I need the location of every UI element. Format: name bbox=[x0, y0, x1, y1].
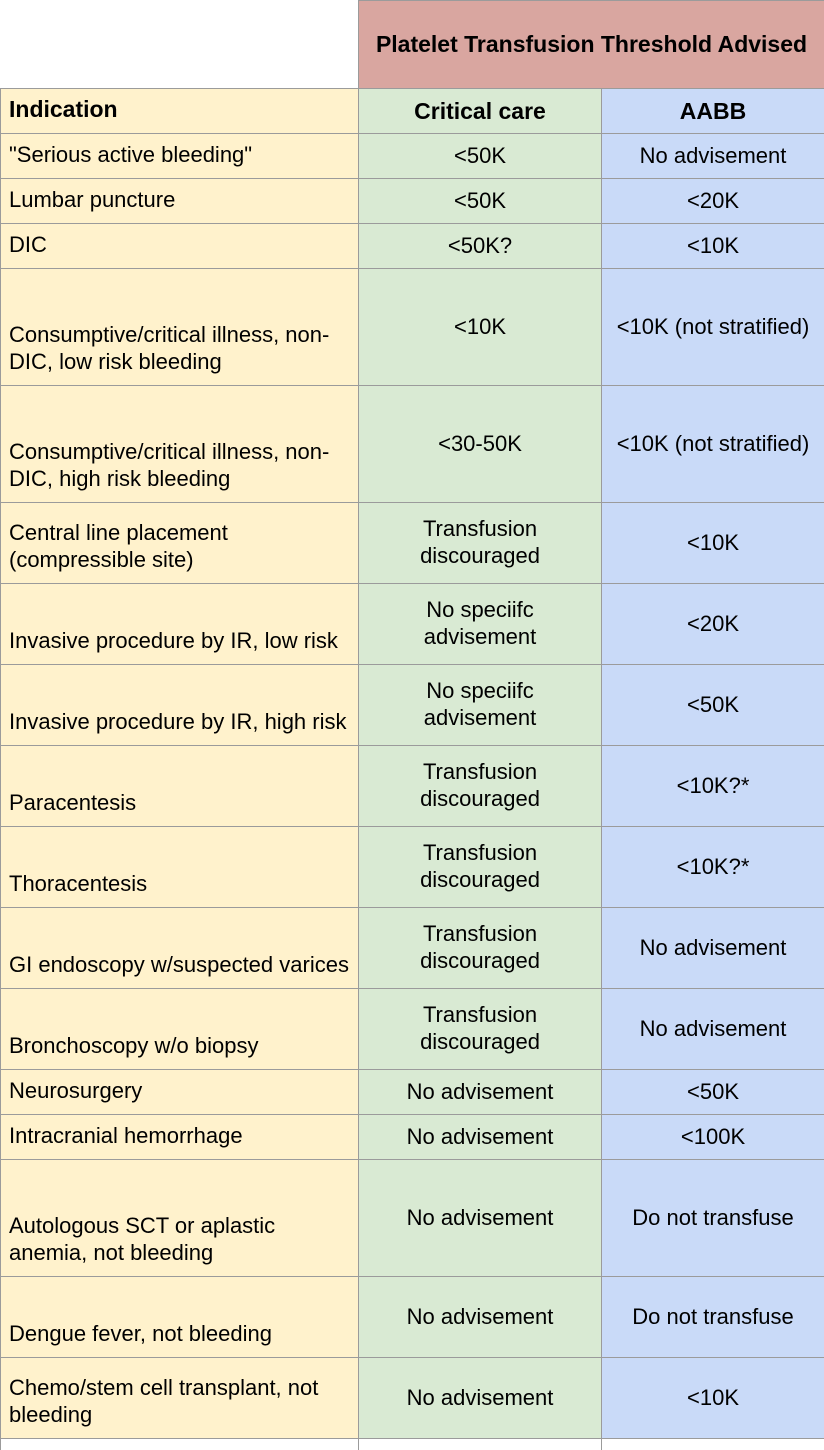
table-row: Bronchoscopy w/o biopsy Transfusion disc… bbox=[0, 988, 824, 1070]
table-row: Invasive procedure by IR, high risk No s… bbox=[0, 664, 824, 746]
table-row-partial-empty bbox=[0, 1438, 824, 1450]
cell-aabb: <10K?* bbox=[600, 745, 824, 827]
cell-critical-care: No speciifc advisement bbox=[358, 664, 602, 746]
cell-aabb: Do not transfuse bbox=[600, 1159, 824, 1277]
column-header-aabb: AABB bbox=[600, 88, 824, 134]
table-row: Consumptive/critical illness, non-DIC, h… bbox=[0, 385, 824, 503]
cell-critical-care: Transfusion discouraged bbox=[358, 502, 602, 584]
cell-critical-care: Transfusion discouraged bbox=[358, 907, 602, 989]
empty-cell bbox=[0, 1438, 359, 1450]
cell-critical-care: <50K bbox=[358, 178, 602, 224]
cell-aabb: <20K bbox=[600, 583, 824, 665]
cell-critical-care: No advisement bbox=[358, 1276, 602, 1358]
table-row: Autologous SCT or aplastic anemia, not b… bbox=[0, 1159, 824, 1277]
cell-indication: Neurosurgery bbox=[0, 1069, 359, 1115]
table-row: Lumbar puncture <50K <20K bbox=[0, 178, 824, 224]
cell-aabb: <20K bbox=[600, 178, 824, 224]
cell-indication: Autologous SCT or aplastic anemia, not b… bbox=[0, 1159, 359, 1277]
column-header-indication: Indication bbox=[0, 88, 359, 134]
cell-critical-care: <50K bbox=[358, 133, 602, 179]
cell-indication: "Serious active bleeding" bbox=[0, 133, 359, 179]
cell-critical-care: No advisement bbox=[358, 1114, 602, 1160]
table-row: "Serious active bleeding" <50K No advise… bbox=[0, 133, 824, 179]
cell-indication: Dengue fever, not bleeding bbox=[0, 1276, 359, 1358]
cell-indication: Invasive procedure by IR, high risk bbox=[0, 664, 359, 746]
cell-indication: Chemo/stem cell transplant, not bleeding bbox=[0, 1357, 359, 1439]
empty-cell bbox=[358, 1438, 602, 1450]
cell-aabb: <10K?* bbox=[600, 826, 824, 908]
cell-aabb: <10K bbox=[600, 1357, 824, 1439]
cell-indication: Paracentesis bbox=[0, 745, 359, 827]
cell-critical-care: No advisement bbox=[358, 1357, 602, 1439]
table-title: Platelet Transfusion Threshold Advised bbox=[357, 0, 824, 89]
cell-indication: DIC bbox=[0, 223, 359, 269]
corner-blank-cell bbox=[0, 0, 359, 89]
cell-aabb: Do not transfuse bbox=[600, 1276, 824, 1358]
table-row: Consumptive/critical illness, non-DIC, l… bbox=[0, 268, 824, 386]
table-row: Thoracentesis Transfusion discouraged <1… bbox=[0, 826, 824, 908]
cell-indication: Invasive procedure by IR, low risk bbox=[0, 583, 359, 665]
cell-critical-care: <50K? bbox=[358, 223, 602, 269]
cell-critical-care: Transfusion discouraged bbox=[358, 745, 602, 827]
cell-indication: Bronchoscopy w/o biopsy bbox=[0, 988, 359, 1070]
cell-critical-care: No speciifc advisement bbox=[358, 583, 602, 665]
cell-indication: Consumptive/critical illness, non-DIC, h… bbox=[0, 385, 359, 503]
cell-aabb: <100K bbox=[600, 1114, 824, 1160]
column-header-critical-care: Critical care bbox=[358, 88, 602, 134]
table-row: Intracranial hemorrhage No advisement <1… bbox=[0, 1114, 824, 1160]
cell-aabb: <10K (not stratified) bbox=[600, 268, 824, 386]
table-row: Chemo/stem cell transplant, not bleeding… bbox=[0, 1357, 824, 1439]
cell-aabb: <10K bbox=[600, 502, 824, 584]
cell-aabb: <50K bbox=[600, 664, 824, 746]
cell-critical-care: Transfusion discouraged bbox=[358, 826, 602, 908]
cell-indication: GI endoscopy w/suspected varices bbox=[0, 907, 359, 989]
cell-aabb: <10K (not stratified) bbox=[600, 385, 824, 503]
cell-indication: Consumptive/critical illness, non-DIC, l… bbox=[0, 268, 359, 386]
table-row-headers: Indication Critical care AABB bbox=[0, 88, 824, 134]
table-row: Paracentesis Transfusion discouraged <10… bbox=[0, 745, 824, 827]
cell-indication: Thoracentesis bbox=[0, 826, 359, 908]
cell-critical-care: <30-50K bbox=[358, 385, 602, 503]
cell-indication: Central line placement (compressible sit… bbox=[0, 502, 359, 584]
table-row: Central line placement (compressible sit… bbox=[0, 502, 824, 584]
cell-aabb: No advisement bbox=[600, 988, 824, 1070]
empty-cell bbox=[600, 1438, 824, 1450]
cell-indication: Intracranial hemorrhage bbox=[0, 1114, 359, 1160]
cell-critical-care: No advisement bbox=[358, 1069, 602, 1115]
cell-aabb: <50K bbox=[600, 1069, 824, 1115]
table-row: Invasive procedure by IR, low risk No sp… bbox=[0, 583, 824, 665]
table-row: GI endoscopy w/suspected varices Transfu… bbox=[0, 907, 824, 989]
cell-indication: Lumbar puncture bbox=[0, 178, 359, 224]
cell-critical-care: No advisement bbox=[358, 1159, 602, 1277]
cell-critical-care: Transfusion discouraged bbox=[358, 988, 602, 1070]
cell-aabb: No advisement bbox=[600, 133, 824, 179]
cell-critical-care: <10K bbox=[358, 268, 602, 386]
table-row: Dengue fever, not bleeding No advisement… bbox=[0, 1276, 824, 1358]
table-row: DIC <50K? <10K bbox=[0, 223, 824, 269]
cell-aabb: <10K bbox=[600, 223, 824, 269]
table-row-title: Platelet Transfusion Threshold Advised bbox=[0, 0, 824, 89]
cell-aabb: No advisement bbox=[600, 907, 824, 989]
table-row: Neurosurgery No advisement <50K bbox=[0, 1069, 824, 1115]
